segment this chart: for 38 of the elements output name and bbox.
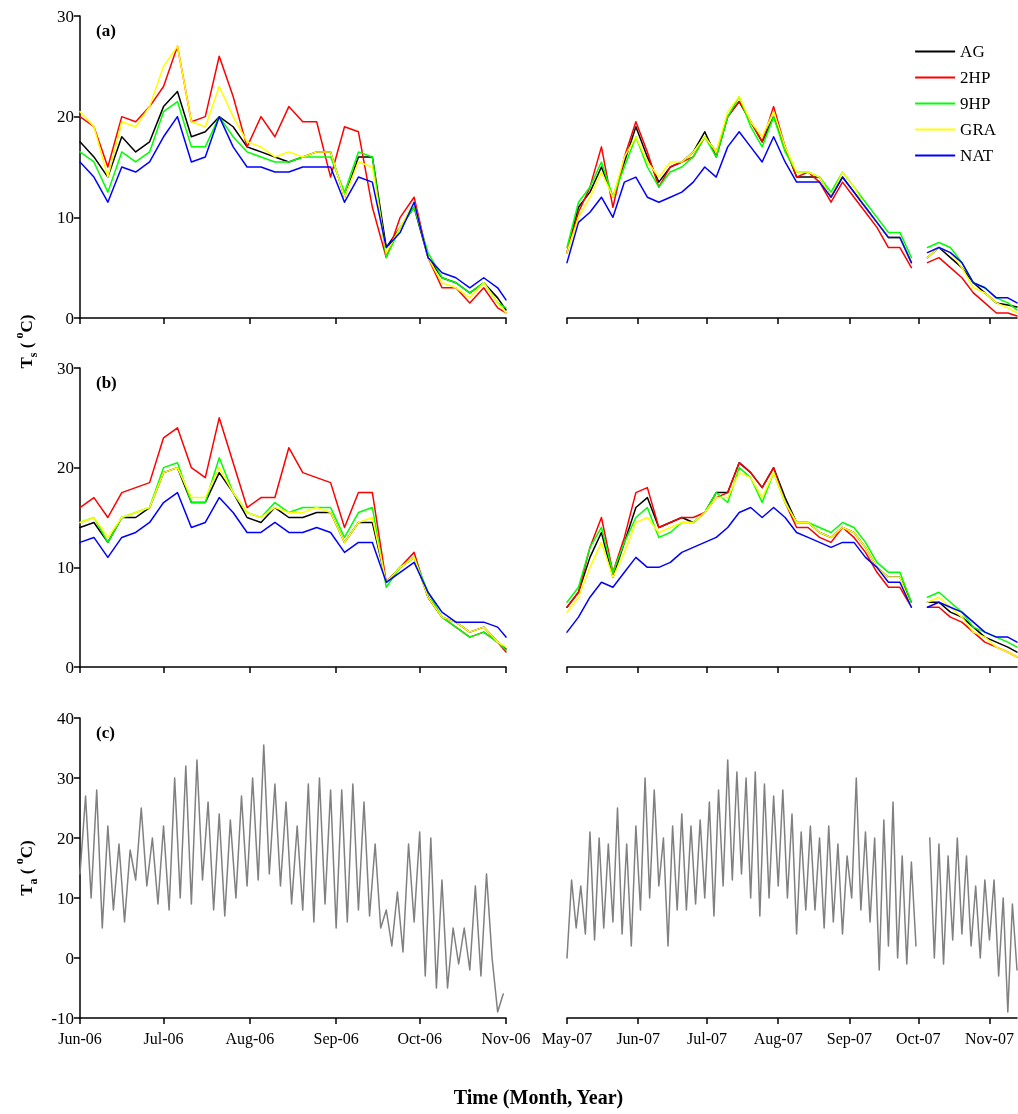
x-tick-label: Jul-06 — [143, 1029, 184, 1047]
legend-label: 2HP — [960, 68, 991, 87]
y-tick-label: 30 — [57, 358, 74, 378]
legend-label: 9HP — [960, 94, 991, 113]
x-tick-label: Nov-07 — [965, 1029, 1014, 1047]
y-tick-label: 30 — [57, 768, 74, 788]
y-axis-title: Ts ( oC) — [12, 314, 40, 369]
y-tick-label: 20 — [57, 828, 74, 848]
x-tick-label: Jul-07 — [687, 1029, 728, 1047]
y-tick-label: 20 — [57, 458, 74, 478]
x-tick-label: Sep-07 — [826, 1029, 873, 1048]
y-tick-label: 10 — [57, 207, 74, 227]
x-tick-label: Oct-07 — [896, 1029, 941, 1047]
y-tick-label: -10 — [51, 1008, 74, 1028]
chart-title: (c) — [96, 723, 115, 742]
legend-label: GRA — [960, 120, 997, 139]
y-tick-label: 0 — [65, 657, 74, 677]
chart-title: (b) — [96, 373, 117, 392]
legend-label: NAT — [960, 146, 994, 165]
x-tick-label: Sep-06 — [313, 1029, 359, 1048]
x-tick-label: Jun-07 — [616, 1029, 660, 1047]
x-tick-label: Aug-07 — [753, 1029, 803, 1048]
x-tick-label: May-07 — [541, 1029, 593, 1048]
x-axis-title: Time (Month, Year) — [453, 1086, 624, 1109]
x-tick-label: Nov-06 — [481, 1029, 531, 1047]
chart-title: (a) — [96, 21, 116, 40]
y-tick-label: 40 — [57, 708, 74, 728]
y-tick-label: 10 — [57, 557, 74, 577]
x-tick-label: Jun-06 — [58, 1029, 102, 1047]
y-tick-label: 0 — [65, 948, 74, 968]
legend-label: AG — [960, 42, 985, 61]
y-tick-label: 0 — [65, 308, 74, 328]
y-tick-label: 10 — [57, 888, 74, 908]
y-axis-title: Ta ( oC) — [12, 840, 40, 896]
x-tick-label: Aug-06 — [225, 1029, 275, 1048]
y-tick-label: 30 — [57, 6, 74, 26]
x-tick-label: Oct-06 — [397, 1029, 442, 1047]
y-tick-label: 20 — [57, 107, 74, 127]
